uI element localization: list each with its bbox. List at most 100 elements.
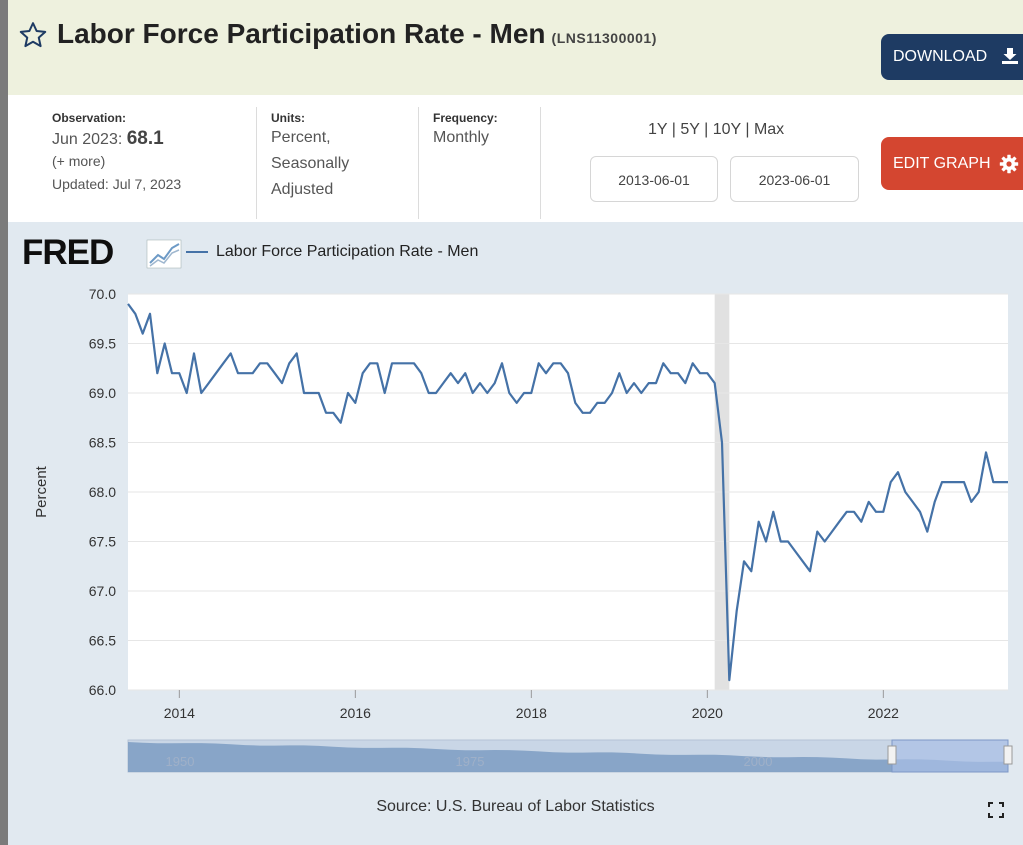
data-point[interactable] xyxy=(939,479,945,485)
data-point[interactable] xyxy=(213,370,219,376)
data-point[interactable] xyxy=(756,519,762,525)
data-point[interactable] xyxy=(140,331,146,337)
data-point[interactable] xyxy=(638,390,644,396)
data-point[interactable] xyxy=(294,350,300,356)
data-point[interactable] xyxy=(147,311,153,317)
data-point[interactable] xyxy=(1005,479,1011,485)
data-point[interactable] xyxy=(902,489,908,495)
data-point[interactable] xyxy=(924,529,930,535)
data-point[interactable] xyxy=(946,479,952,485)
data-point[interactable] xyxy=(690,360,696,366)
data-point[interactable] xyxy=(624,390,630,396)
data-point[interactable] xyxy=(719,440,725,446)
data-point[interactable] xyxy=(976,489,982,495)
data-point[interactable] xyxy=(382,390,388,396)
data-point[interactable] xyxy=(360,370,366,376)
data-point[interactable] xyxy=(543,370,549,376)
data-point[interactable] xyxy=(807,568,813,574)
data-point[interactable] xyxy=(726,677,732,683)
end-date-input[interactable]: 2023-06-01 xyxy=(730,156,859,202)
data-point[interactable] xyxy=(323,410,329,416)
data-point[interactable] xyxy=(587,410,593,416)
data-point[interactable] xyxy=(404,360,410,366)
data-point[interactable] xyxy=(968,499,974,505)
data-point[interactable] xyxy=(829,529,835,535)
data-point[interactable] xyxy=(646,380,652,386)
navigator-handle[interactable] xyxy=(887,745,897,765)
data-point[interactable] xyxy=(572,400,578,406)
data-point[interactable] xyxy=(822,539,828,545)
data-point[interactable] xyxy=(565,370,571,376)
data-point[interactable] xyxy=(176,370,182,376)
data-point[interactable] xyxy=(697,370,703,376)
data-point[interactable] xyxy=(660,360,666,366)
data-point[interactable] xyxy=(609,390,615,396)
data-point[interactable] xyxy=(990,479,996,485)
data-point[interactable] xyxy=(763,539,769,545)
data-point[interactable] xyxy=(983,449,989,455)
data-point[interactable] xyxy=(917,509,923,515)
range-max[interactable]: Max xyxy=(753,121,785,138)
data-point[interactable] xyxy=(286,360,292,366)
data-point[interactable] xyxy=(345,390,351,396)
data-point[interactable] xyxy=(220,360,226,366)
data-point[interactable] xyxy=(499,360,505,366)
data-point[interactable] xyxy=(785,539,791,545)
data-point[interactable] xyxy=(770,509,776,515)
data-point[interactable] xyxy=(228,350,234,356)
data-point[interactable] xyxy=(954,479,960,485)
start-date-input[interactable]: 2013-06-01 xyxy=(590,156,718,202)
data-point[interactable] xyxy=(448,370,454,376)
data-point[interactable] xyxy=(162,341,168,347)
data-point[interactable] xyxy=(616,370,622,376)
data-point[interactable] xyxy=(932,499,938,505)
data-point[interactable] xyxy=(536,360,542,366)
data-point[interactable] xyxy=(594,400,600,406)
data-point[interactable] xyxy=(338,420,344,426)
data-point[interactable] xyxy=(741,558,747,564)
range-10y[interactable]: 10Y xyxy=(712,121,741,138)
data-point[interactable] xyxy=(433,390,439,396)
data-point[interactable] xyxy=(184,390,190,396)
data-point[interactable] xyxy=(844,509,850,515)
data-point[interactable] xyxy=(528,390,534,396)
data-point[interactable] xyxy=(455,380,461,386)
line-chart[interactable]: 70.0 69.5 69.0 68.5 68.0 67.5 67.0 66.5 66.0 2014… xyxy=(8,222,1023,792)
data-point[interactable] xyxy=(169,370,175,376)
data-point[interactable] xyxy=(851,509,857,515)
data-point[interactable] xyxy=(675,370,681,376)
data-point[interactable] xyxy=(154,370,160,376)
data-point[interactable] xyxy=(308,390,314,396)
range-1y[interactable]: 1Y xyxy=(648,121,668,138)
data-point[interactable] xyxy=(418,370,424,376)
data-point[interactable] xyxy=(125,301,131,307)
fred-logo[interactable]: FRED xyxy=(22,235,182,271)
data-point[interactable] xyxy=(866,499,872,505)
data-point[interactable] xyxy=(653,380,659,386)
data-point[interactable] xyxy=(492,380,498,386)
edit-graph-button[interactable]: EDIT GRAPH xyxy=(881,137,1023,190)
data-point[interactable] xyxy=(602,400,608,406)
fullscreen-icon[interactable] xyxy=(988,802,1004,818)
range-5y[interactable]: 5Y xyxy=(680,121,700,138)
data-point[interactable] xyxy=(367,360,373,366)
data-point[interactable] xyxy=(748,568,754,574)
data-point[interactable] xyxy=(198,390,204,396)
data-point[interactable] xyxy=(132,311,138,317)
data-point[interactable] xyxy=(704,370,710,376)
data-point[interactable] xyxy=(580,410,586,416)
data-point[interactable] xyxy=(374,360,380,366)
data-point[interactable] xyxy=(301,390,307,396)
data-point[interactable] xyxy=(264,360,270,366)
data-point[interactable] xyxy=(550,360,556,366)
data-point[interactable] xyxy=(389,360,395,366)
data-point[interactable] xyxy=(272,370,278,376)
data-point[interactable] xyxy=(558,360,564,366)
data-point[interactable] xyxy=(279,380,285,386)
data-point[interactable] xyxy=(668,370,674,376)
data-point[interactable] xyxy=(858,519,864,525)
data-point[interactable] xyxy=(873,509,879,515)
data-point[interactable] xyxy=(910,499,916,505)
star-icon[interactable] xyxy=(18,20,48,50)
data-point[interactable] xyxy=(631,380,637,386)
